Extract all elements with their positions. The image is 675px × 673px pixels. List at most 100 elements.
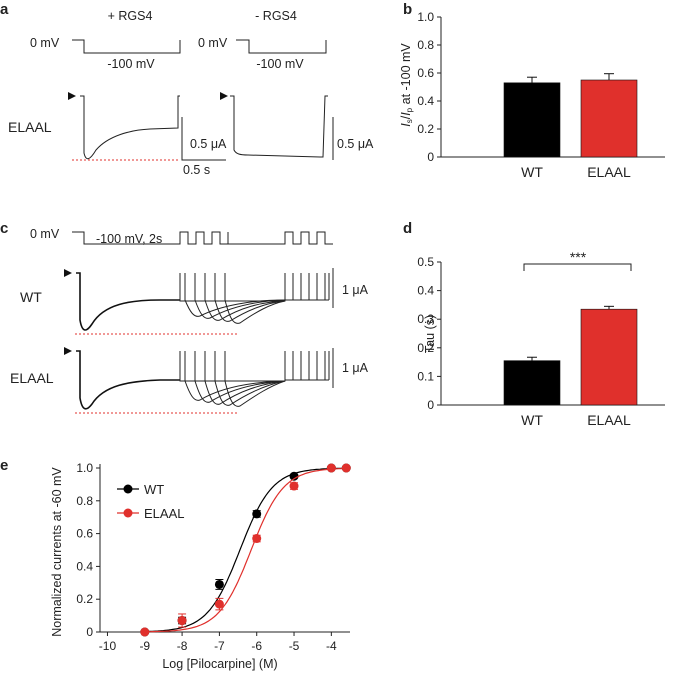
d-y-tick-label: 0.3 (417, 312, 434, 326)
wt-recovery-2 (194, 273, 286, 319)
e-point-elaal (140, 627, 150, 637)
condition-minus-rgs4: - RGS4 (255, 9, 297, 23)
wt-recovery-4 (214, 273, 286, 322)
scale-current-right: 0.5 μA (337, 137, 374, 151)
e-legend-label-elaal: ELAAL (144, 506, 184, 521)
elaal-recovery-4 (214, 351, 286, 406)
wt-trace-main (76, 272, 180, 331)
elaal-recovery-1 (184, 351, 286, 401)
b-y-tick-label: 0.2 (417, 122, 434, 136)
panel-e: e 0 0.2 0.4 0.6 0.8 1.0 -10 -9 -8 -7 -6 -5 -4 Log [Pi… (0, 457, 351, 671)
row-label-wt: WT (20, 289, 42, 305)
e-x-tick-label: -9 (139, 639, 150, 653)
c-hold-voltage: 0 mV (30, 227, 60, 241)
scale-bar-a-left (181, 117, 226, 161)
d-x-tick-label: ELAAL (587, 412, 631, 428)
d-bar-wt (503, 360, 561, 406)
d-bar-elaal (580, 308, 638, 406)
current-trace-minus-rgs4 (230, 95, 328, 158)
scale-current-left: 0.5 μA (190, 137, 227, 151)
voltage-protocol-left (72, 39, 181, 54)
scale-time: 0.5 s (183, 163, 210, 177)
e-point-elaal (214, 599, 224, 609)
e-fit-curve-elaal (144, 467, 347, 633)
wt-trace-frame (179, 273, 286, 302)
significance-bracket (523, 263, 632, 271)
wt-scale-current: 1 μA (342, 283, 369, 297)
chart-e: 0 0.2 0.4 0.6 0.8 1.0 -10 -9 -8 -7 -6 -5 -4 Log [Pilo… (50, 461, 351, 671)
c-step-voltage: -100 mV, 2s (96, 232, 162, 246)
c-voltage-protocol (72, 231, 333, 245)
d-y-tick-label: 0.5 (417, 255, 434, 269)
e-point-elaal (341, 463, 351, 473)
b-bar-elaal (580, 79, 638, 158)
e-x-tick-label: -10 (99, 639, 117, 653)
panel-c: c 0 mV -100 mV, 2s WT 1 μA ELAAL 1 μA (0, 220, 369, 414)
elaal-recovery-3 (204, 351, 286, 405)
e-legend-label-wt: WT (144, 482, 164, 497)
e-point-wt (214, 579, 224, 589)
voltage-protocol-right (236, 39, 327, 54)
e-fit-curve-wt (144, 467, 347, 633)
e-x-tick-label: -6 (251, 639, 262, 653)
e-point-elaal (177, 616, 187, 626)
row-label-elaal-a: ELAAL (8, 119, 52, 135)
e-x-tick-label: -5 (289, 639, 300, 653)
panel-d: d 0 0.1 0.2 0.3 0.4 0.5 WT ELAAL Tau (s) *** (403, 220, 665, 428)
d-y-tick-label: 0.1 (417, 369, 434, 383)
e-y-tick-label: 1.0 (76, 461, 93, 475)
d-y-tick-label: 0.4 (417, 284, 434, 298)
panel-a: a + RGS4 - RGS4 0 mV 0 mV -100 mV -100 m… (0, 1, 374, 177)
chart-b: 0 0.2 0.4 0.6 0.8 1.0 WT ELAAL (417, 10, 665, 180)
e-x-tick-label: -4 (326, 639, 337, 653)
e-y-tick-label: 0.4 (76, 559, 93, 573)
panel-b: b Is/Ip at -100 mV 0 0.2 0.4 0.6 0.8 1.0 WT ELA… (399, 1, 665, 180)
row-label-elaal-c: ELAAL (10, 370, 54, 386)
d-x-tick-label: WT (521, 412, 543, 428)
wt-tail-steps (292, 273, 330, 300)
b-y-axis-label: Is/Ip at -100 mV (399, 43, 414, 127)
e-x-tick-label: -8 (177, 639, 188, 653)
e-y-tick-label: 0.2 (76, 592, 93, 606)
b-y-tick-label: 0 (427, 150, 434, 164)
b-y-tick-label: 0.8 (417, 38, 434, 52)
d-y-axis-label: Tau (s) (423, 315, 437, 353)
elaal-recovery-2 (194, 351, 286, 403)
b-x-tick-label: WT (521, 164, 543, 180)
e-y-tick-label: 0.6 (76, 527, 93, 541)
current-trace-plus-rgs4 (80, 95, 180, 160)
panel-a-letter: a (0, 1, 9, 18)
step-voltage-left: -100 mV (107, 57, 155, 71)
e-x-tick-label: -7 (214, 639, 225, 653)
elaal-trace-main (76, 350, 180, 410)
wt-recovery-5 (224, 273, 286, 324)
zero-current-arrow-elaal (64, 347, 72, 355)
panel-c-letter: c (0, 220, 8, 237)
chart-d: 0 0.1 0.2 0.3 0.4 0.5 WT ELAAL Tau (s) (417, 255, 665, 428)
b-x-tick-label: ELAAL (587, 164, 631, 180)
e-point-wt (289, 471, 299, 481)
step-voltage-right: -100 mV (256, 57, 304, 71)
wt-recovery-3 (204, 273, 286, 321)
elaal-tail-steps (292, 351, 330, 380)
hold-voltage-right: 0 mV (198, 36, 228, 50)
elaal-recovery-5 (224, 351, 286, 407)
e-x-axis-label: Log [Pilocarpine] (M) (162, 657, 277, 671)
wt-trace-tail (284, 273, 329, 301)
e-y-tick-label: 0.8 (76, 494, 93, 508)
elaal-trace-frame (179, 351, 286, 382)
hold-voltage-left: 0 mV (30, 36, 60, 50)
b-y-tick-label: 1.0 (417, 10, 434, 24)
b-bar-wt (503, 82, 561, 158)
e-point-elaal (252, 534, 262, 544)
zero-current-arrow-wt (64, 269, 72, 277)
elaal-trace-tail (284, 351, 329, 381)
panel-e-letter: e (0, 457, 8, 474)
e-y-tick-label: 0 (86, 625, 93, 639)
b-y-tick-label: 0.6 (417, 66, 434, 80)
panel-b-letter: b (403, 1, 412, 18)
wt-recovery-1 (184, 273, 286, 317)
significance-stars: *** (570, 249, 587, 265)
d-y-tick-label: 0 (427, 398, 434, 412)
